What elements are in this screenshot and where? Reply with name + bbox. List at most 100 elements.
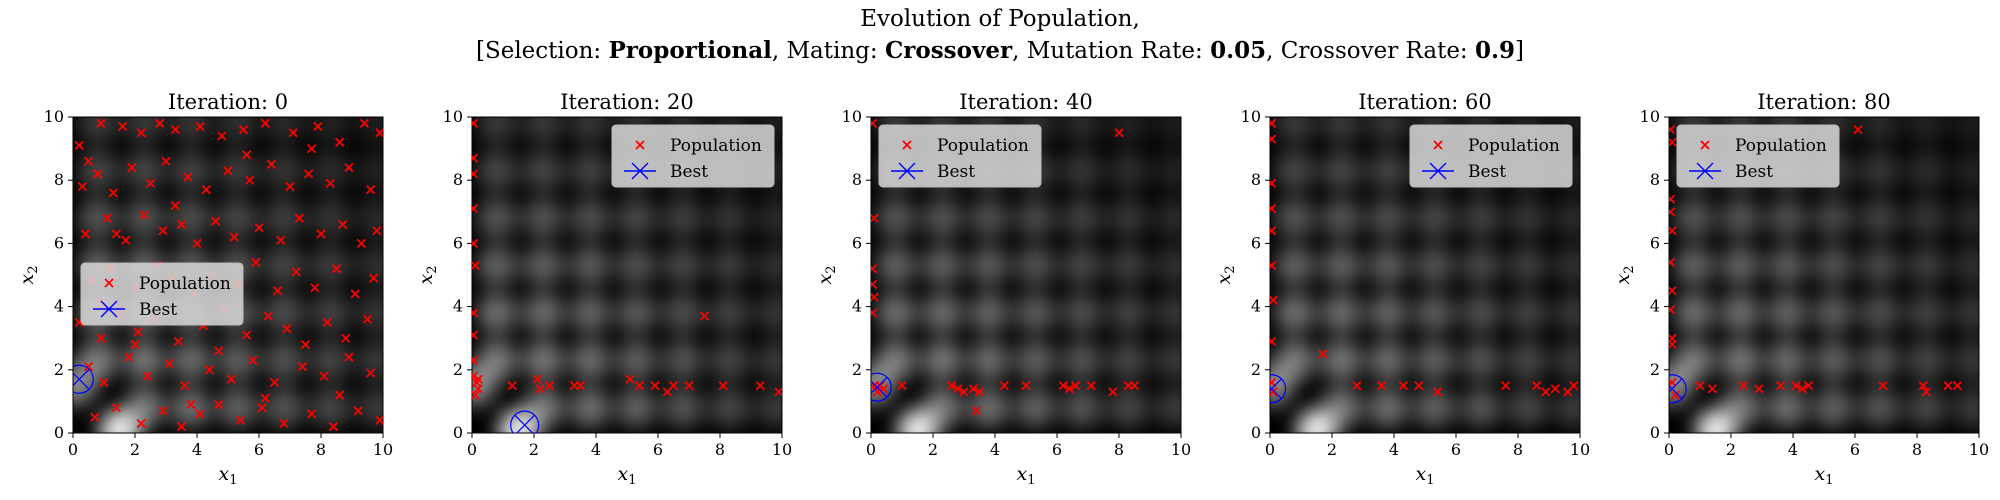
landscape-peak xyxy=(1274,292,1315,333)
population-marker xyxy=(1070,380,1081,391)
landscape-peak xyxy=(1859,117,1900,144)
x-axis-label: x1 xyxy=(219,463,238,488)
landscape-peak xyxy=(569,340,610,381)
population-marker xyxy=(325,178,335,188)
data-layer xyxy=(472,118,782,433)
x-axis-label-main: x xyxy=(1017,463,1028,485)
population-marker xyxy=(93,169,103,179)
landscape-peak xyxy=(1720,292,1761,333)
y-tick-label: 6 xyxy=(54,233,64,252)
landscape-peak xyxy=(569,150,610,191)
landscape-peak xyxy=(1367,340,1408,381)
landscape-peak xyxy=(1906,245,1947,286)
landscape-peak xyxy=(1906,198,1947,239)
legend-population-marker xyxy=(902,140,912,150)
x-tick-label: 8 xyxy=(1513,440,1523,459)
population-marker xyxy=(96,333,106,343)
landscape-peak xyxy=(755,387,782,428)
population-marker xyxy=(668,380,679,391)
population-marker xyxy=(83,362,94,372)
y-axis-label-sub: 2 xyxy=(1622,266,1637,274)
landscape-peak xyxy=(1367,198,1408,239)
population-marker xyxy=(1707,384,1718,394)
landscape-peak xyxy=(1952,150,1979,191)
landscape-peak xyxy=(1154,150,1181,191)
population-marker xyxy=(127,162,137,173)
landscape-peak xyxy=(662,340,703,381)
x-tick-label: 0 xyxy=(866,440,876,459)
x-tick-label: 10 xyxy=(1969,440,1989,459)
population-marker xyxy=(322,317,332,328)
best-marker xyxy=(871,372,892,402)
population-marker xyxy=(472,118,479,128)
population-marker xyxy=(1669,339,1677,350)
landscape-peak xyxy=(1108,150,1149,191)
landscape-peak xyxy=(217,117,258,144)
landscape-peak xyxy=(1906,150,1947,191)
population-marker xyxy=(871,264,878,274)
landscape-peak xyxy=(1367,245,1408,286)
landscape-peak xyxy=(170,387,211,428)
y-tick-label: 10 xyxy=(443,107,463,126)
population-marker xyxy=(1398,380,1408,391)
population-marker xyxy=(179,380,190,391)
x-axis-label-sub: 1 xyxy=(1426,473,1434,488)
y-tick-label: 6 xyxy=(1251,233,1261,252)
population-marker xyxy=(1669,207,1676,217)
landscape-peak xyxy=(170,150,211,191)
population-marker xyxy=(472,308,479,318)
x-tick-label: 2 xyxy=(130,440,140,459)
population-marker xyxy=(472,355,479,365)
landscape-peak xyxy=(875,292,916,333)
population-marker xyxy=(90,412,100,422)
population-marker xyxy=(755,380,765,391)
population-marker xyxy=(307,409,317,419)
population-marker xyxy=(871,292,879,302)
population-marker xyxy=(472,238,479,249)
title-text-part: , Mutation Rate: xyxy=(1012,38,1211,64)
population-marker xyxy=(1669,125,1676,135)
landscape-peak xyxy=(170,117,211,144)
landscape-peak xyxy=(1952,292,1979,333)
landscape-peak xyxy=(1859,150,1900,191)
y-tick-label: 4 xyxy=(54,297,64,316)
population-marker xyxy=(158,226,168,236)
landscape-peak xyxy=(476,117,517,144)
population-marker xyxy=(338,219,348,230)
panel-title: Iteration: 60 xyxy=(1358,90,1492,114)
population-marker xyxy=(1775,380,1786,391)
population-marker xyxy=(80,229,91,239)
x-tick-label: 6 xyxy=(1451,440,1461,459)
landscape-peak xyxy=(356,340,383,381)
best-marker xyxy=(1270,374,1287,404)
population-marker xyxy=(158,406,168,416)
landscape-peak xyxy=(1414,245,1455,286)
population-marker xyxy=(1921,387,1931,397)
population-marker xyxy=(535,384,545,394)
population-marker xyxy=(74,140,84,151)
landscape-peak xyxy=(662,198,703,239)
x-tick-label: 4 xyxy=(591,440,601,459)
population-marker xyxy=(245,175,255,185)
figure-title-line-1: Evolution of Population, xyxy=(860,6,1140,32)
landscape-peak xyxy=(1154,245,1181,286)
landscape-peak xyxy=(569,292,610,333)
y-tick-label: 8 xyxy=(54,170,64,189)
population-marker xyxy=(235,415,246,425)
landscape-peak xyxy=(356,292,383,333)
population-marker xyxy=(300,339,311,350)
y-tick-label: 4 xyxy=(453,297,463,316)
population-marker xyxy=(365,185,376,195)
landscape-peak xyxy=(1906,340,1947,381)
landscape-peak xyxy=(1460,292,1501,333)
population-marker xyxy=(285,181,295,192)
x-tick-label: 8 xyxy=(715,440,725,459)
landscape-peak xyxy=(1061,150,1102,191)
title-setting-value: Crossover xyxy=(884,37,1013,64)
population-marker xyxy=(155,118,165,128)
landscape-peak xyxy=(523,340,564,381)
population-marker xyxy=(1376,380,1387,391)
population-marker xyxy=(241,150,252,160)
landscape-peak xyxy=(263,292,304,333)
